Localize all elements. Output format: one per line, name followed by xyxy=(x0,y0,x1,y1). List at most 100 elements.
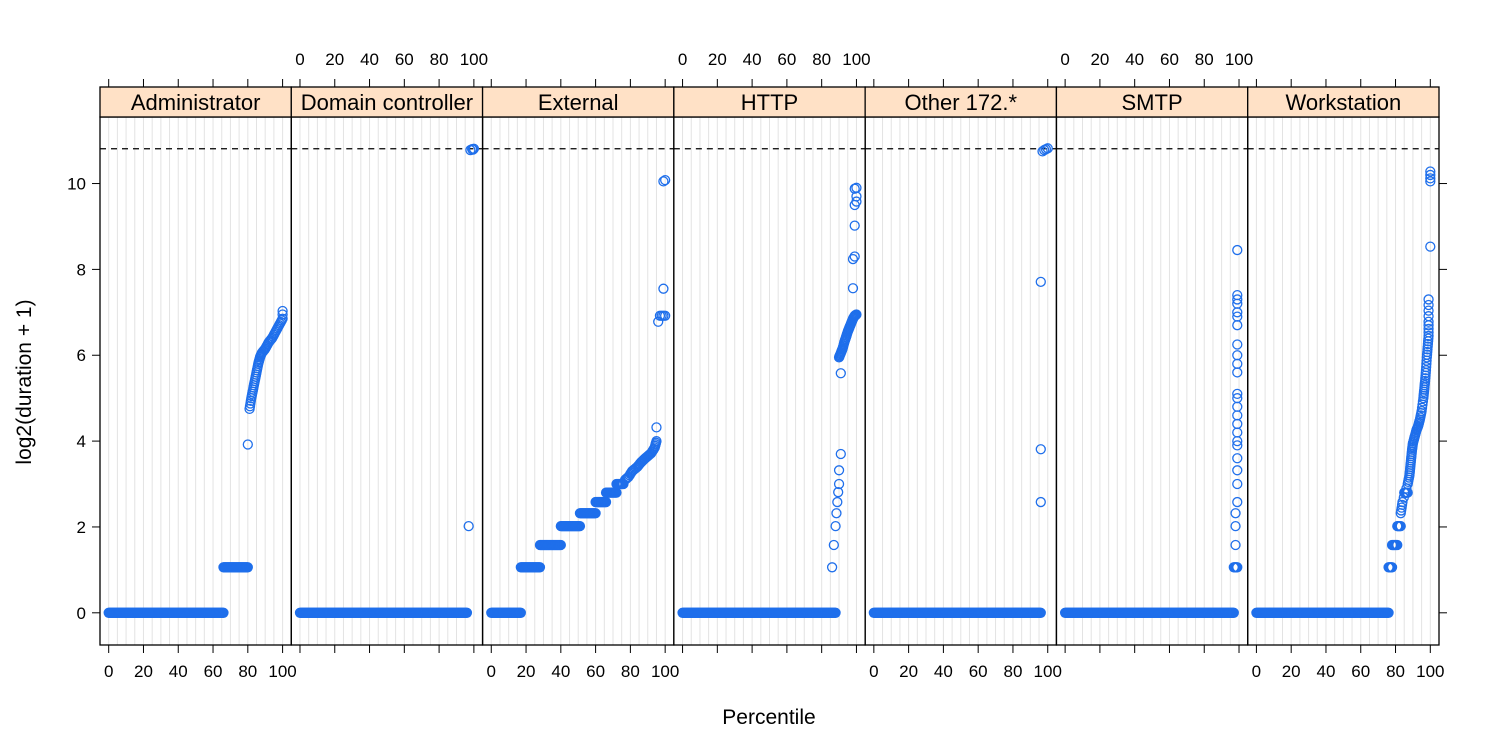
data-point xyxy=(1035,276,1046,287)
data-point xyxy=(1232,418,1243,430)
panel-strip xyxy=(481,86,675,118)
data-point xyxy=(1398,492,1409,503)
x-tick-label: 80 xyxy=(621,662,640,681)
x-tick-label: 0 xyxy=(678,50,687,69)
panel-strip xyxy=(864,86,1058,118)
y-tick-label: 4 xyxy=(77,432,86,451)
data-point xyxy=(1232,339,1243,350)
x-tick-label: 0 xyxy=(1060,50,1069,69)
data-point xyxy=(1425,241,1436,252)
data-point xyxy=(1035,496,1046,508)
data-point xyxy=(851,196,862,207)
data-point xyxy=(847,253,859,265)
y-tick-label: 8 xyxy=(77,260,86,279)
data-point xyxy=(833,465,845,476)
x-tick-label: 100 xyxy=(460,50,488,69)
data-point xyxy=(467,144,479,155)
data-point xyxy=(1399,487,1411,499)
x-tick-label: 80 xyxy=(430,50,449,69)
y-axis-label: log2(duration + 1) xyxy=(13,299,36,464)
data-point xyxy=(1425,166,1436,177)
data-point xyxy=(660,310,671,321)
x-tick-label: 20 xyxy=(708,50,727,69)
x-tick-label: 40 xyxy=(1317,662,1336,681)
data-point xyxy=(651,422,662,433)
data-point xyxy=(1232,294,1243,305)
data-point xyxy=(1423,330,1434,342)
data-point xyxy=(851,309,862,320)
data-point xyxy=(832,496,843,508)
x-tick-label: 20 xyxy=(899,662,918,681)
data-point xyxy=(1423,323,1434,334)
data-point xyxy=(1232,410,1243,421)
data-point xyxy=(1392,539,1403,551)
data-point xyxy=(835,368,846,379)
data-point xyxy=(1232,244,1243,256)
data-point xyxy=(847,283,859,294)
x-tick-label: 40 xyxy=(169,662,188,681)
data-point xyxy=(1383,607,1394,618)
data-point xyxy=(1230,539,1241,551)
data-point xyxy=(1423,299,1434,311)
x-tick-label: 100 xyxy=(268,662,296,681)
data-point xyxy=(1232,367,1243,378)
x-tick-label: 20 xyxy=(325,50,344,69)
data-point xyxy=(574,520,586,532)
panel-title-other-172: Other 172.* xyxy=(905,90,1018,115)
x-tick-label: 60 xyxy=(586,662,605,681)
panel-strip xyxy=(673,86,866,118)
data-point xyxy=(277,309,288,320)
x-tick-label: 100 xyxy=(651,662,679,681)
data-point xyxy=(555,539,566,551)
data-point xyxy=(468,143,480,154)
panel-strip xyxy=(99,86,292,118)
data-point xyxy=(1416,405,1427,417)
data-point xyxy=(1232,496,1243,508)
x-tick-label: 40 xyxy=(1125,50,1144,69)
data-point xyxy=(828,539,839,551)
x-axis-label: Percentile xyxy=(722,706,815,729)
data-point xyxy=(826,562,838,573)
data-point xyxy=(590,508,601,519)
x-tick-label: 40 xyxy=(360,50,379,69)
data-point xyxy=(1425,169,1436,181)
data-point xyxy=(1232,427,1243,438)
x-tick-label: 40 xyxy=(934,662,953,681)
data-point xyxy=(1417,396,1429,407)
data-point xyxy=(833,487,844,498)
data-point xyxy=(658,283,669,294)
data-point xyxy=(1232,465,1243,476)
data-point xyxy=(830,520,841,532)
panel-title-administrator: Administrator xyxy=(131,90,261,115)
x-tick-label: 60 xyxy=(969,662,988,681)
y-tick-label: 0 xyxy=(77,604,86,623)
data-point xyxy=(830,607,841,618)
data-point xyxy=(1035,444,1046,455)
data-point xyxy=(242,562,253,573)
y-tick-label: 10 xyxy=(67,175,86,194)
x-tick-label: 60 xyxy=(204,662,223,681)
data-point xyxy=(1425,173,1436,184)
x-tick-label: 0 xyxy=(295,50,304,69)
data-point xyxy=(1232,311,1243,322)
panel-strip xyxy=(1247,86,1440,118)
x-tick-label: 100 xyxy=(842,50,870,69)
x-tick-label: 60 xyxy=(395,50,414,69)
data-point xyxy=(277,305,288,317)
data-point xyxy=(1397,496,1408,508)
panel-title-http: HTTP xyxy=(741,90,798,115)
data-point xyxy=(1423,305,1434,316)
data-point xyxy=(1423,311,1434,322)
data-point xyxy=(653,316,664,327)
data-point xyxy=(1423,327,1434,338)
x-tick-label: 0 xyxy=(1252,662,1261,681)
data-point xyxy=(1230,508,1241,519)
data-point xyxy=(1228,607,1239,618)
data-point xyxy=(534,562,546,573)
panel-strip xyxy=(1055,86,1249,118)
data-point xyxy=(849,251,860,262)
strips: Administrator Domain controller External HT… xyxy=(99,86,1440,118)
y-tick-label: 6 xyxy=(77,346,86,365)
